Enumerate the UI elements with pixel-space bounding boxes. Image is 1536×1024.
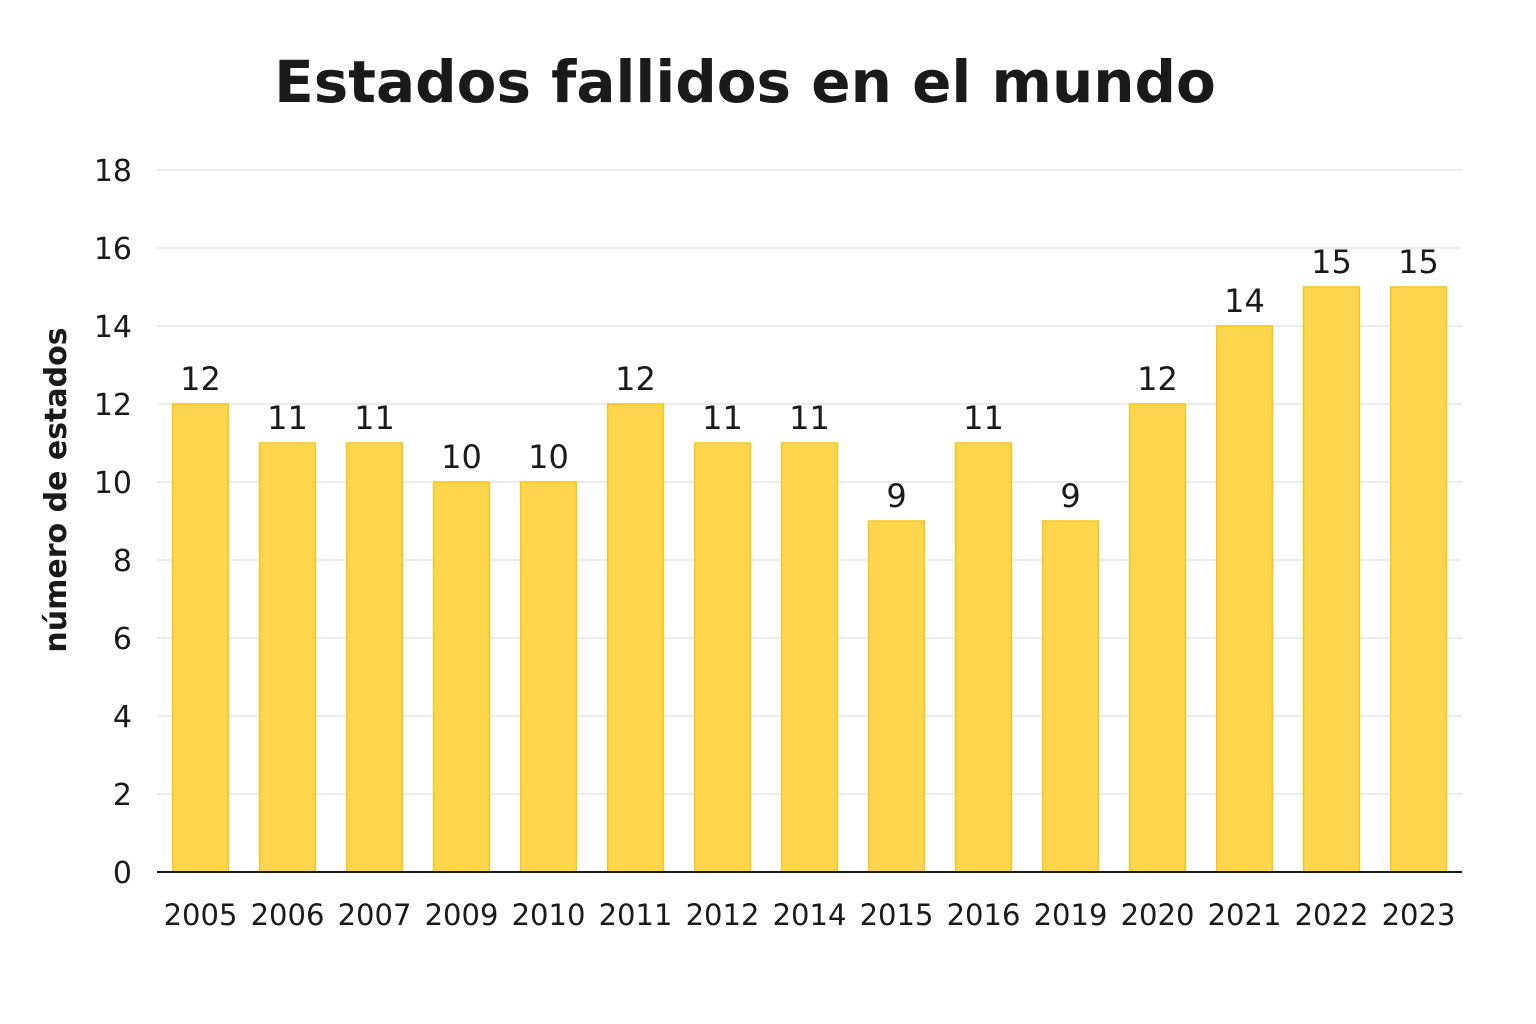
y-tick-label: 18 bbox=[94, 154, 132, 189]
bar-2019 bbox=[1041, 520, 1100, 873]
y-tick-label: 16 bbox=[94, 232, 132, 267]
bar-2012 bbox=[693, 442, 752, 873]
data-label-2010: 10 bbox=[528, 438, 569, 476]
y-tick-label: 10 bbox=[94, 466, 132, 501]
bars bbox=[171, 286, 1448, 873]
x-tick-label: 2009 bbox=[425, 898, 499, 932]
x-axis-ticks: 2005 2006 2007 2009 2010 2011 2012 2014 2015 2016… bbox=[164, 898, 1456, 932]
bar-2007 bbox=[345, 442, 404, 873]
bar-2022 bbox=[1302, 286, 1361, 873]
y-tick-label: 14 bbox=[94, 310, 132, 345]
data-label-2006: 11 bbox=[267, 399, 308, 437]
x-tick-label: 2019 bbox=[1034, 898, 1108, 932]
x-tick-label: 2007 bbox=[338, 898, 412, 932]
data-label-2009: 10 bbox=[441, 438, 482, 476]
y-axis-label: número de estados bbox=[39, 327, 74, 652]
x-tick-label: 2016 bbox=[947, 898, 1021, 932]
y-tick-label: 8 bbox=[113, 544, 132, 579]
x-tick-label: 2014 bbox=[773, 898, 847, 932]
bar-2020 bbox=[1128, 403, 1187, 873]
data-label-2014: 11 bbox=[789, 399, 830, 437]
y-tick-label: 6 bbox=[113, 622, 132, 657]
data-labels: 12 11 11 10 10 12 11 11 9 11 9 12 14 15 15 bbox=[180, 243, 1439, 515]
y-axis-ticks: 0 2 4 6 8 10 12 14 16 18 bbox=[94, 154, 132, 891]
bar-2006 bbox=[258, 442, 317, 873]
bar-2011 bbox=[606, 403, 665, 873]
x-tick-label: 2010 bbox=[512, 898, 586, 932]
data-label-2023: 15 bbox=[1398, 243, 1439, 281]
data-label-2011: 12 bbox=[615, 360, 656, 398]
data-label-2022: 15 bbox=[1311, 243, 1352, 281]
y-tick-label: 4 bbox=[113, 700, 132, 735]
data-label-2016: 11 bbox=[963, 399, 1004, 437]
x-tick-label: 2011 bbox=[599, 898, 673, 932]
bar-2014 bbox=[780, 442, 839, 873]
bar-2021 bbox=[1215, 325, 1274, 873]
x-tick-label: 2020 bbox=[1121, 898, 1195, 932]
bar-2010 bbox=[519, 481, 578, 873]
data-label-2007: 11 bbox=[354, 399, 395, 437]
bar-2005 bbox=[171, 403, 230, 873]
x-tick-label: 2015 bbox=[860, 898, 934, 932]
x-tick-label: 2012 bbox=[686, 898, 760, 932]
x-tick-label: 2023 bbox=[1382, 898, 1456, 932]
y-tick-label: 0 bbox=[113, 856, 132, 891]
x-tick-label: 2006 bbox=[251, 898, 325, 932]
y-tick-label: 2 bbox=[113, 778, 132, 813]
x-tick-label: 2021 bbox=[1208, 898, 1282, 932]
data-label-2020: 12 bbox=[1137, 360, 1178, 398]
data-label-2005: 12 bbox=[180, 360, 221, 398]
data-label-2019: 9 bbox=[1060, 477, 1080, 515]
bar-2015 bbox=[867, 520, 926, 873]
bar-2009 bbox=[432, 481, 491, 873]
x-tick-label: 2022 bbox=[1295, 898, 1369, 932]
data-label-2012: 11 bbox=[702, 399, 743, 437]
bar-2016 bbox=[954, 442, 1013, 873]
chart-title: Estados fallidos en el mundo bbox=[274, 48, 1216, 116]
data-label-2015: 9 bbox=[886, 477, 906, 515]
data-label-2021: 14 bbox=[1224, 282, 1265, 320]
bar-2023 bbox=[1389, 286, 1448, 873]
y-tick-label: 12 bbox=[94, 388, 132, 423]
x-tick-label: 2005 bbox=[164, 898, 238, 932]
